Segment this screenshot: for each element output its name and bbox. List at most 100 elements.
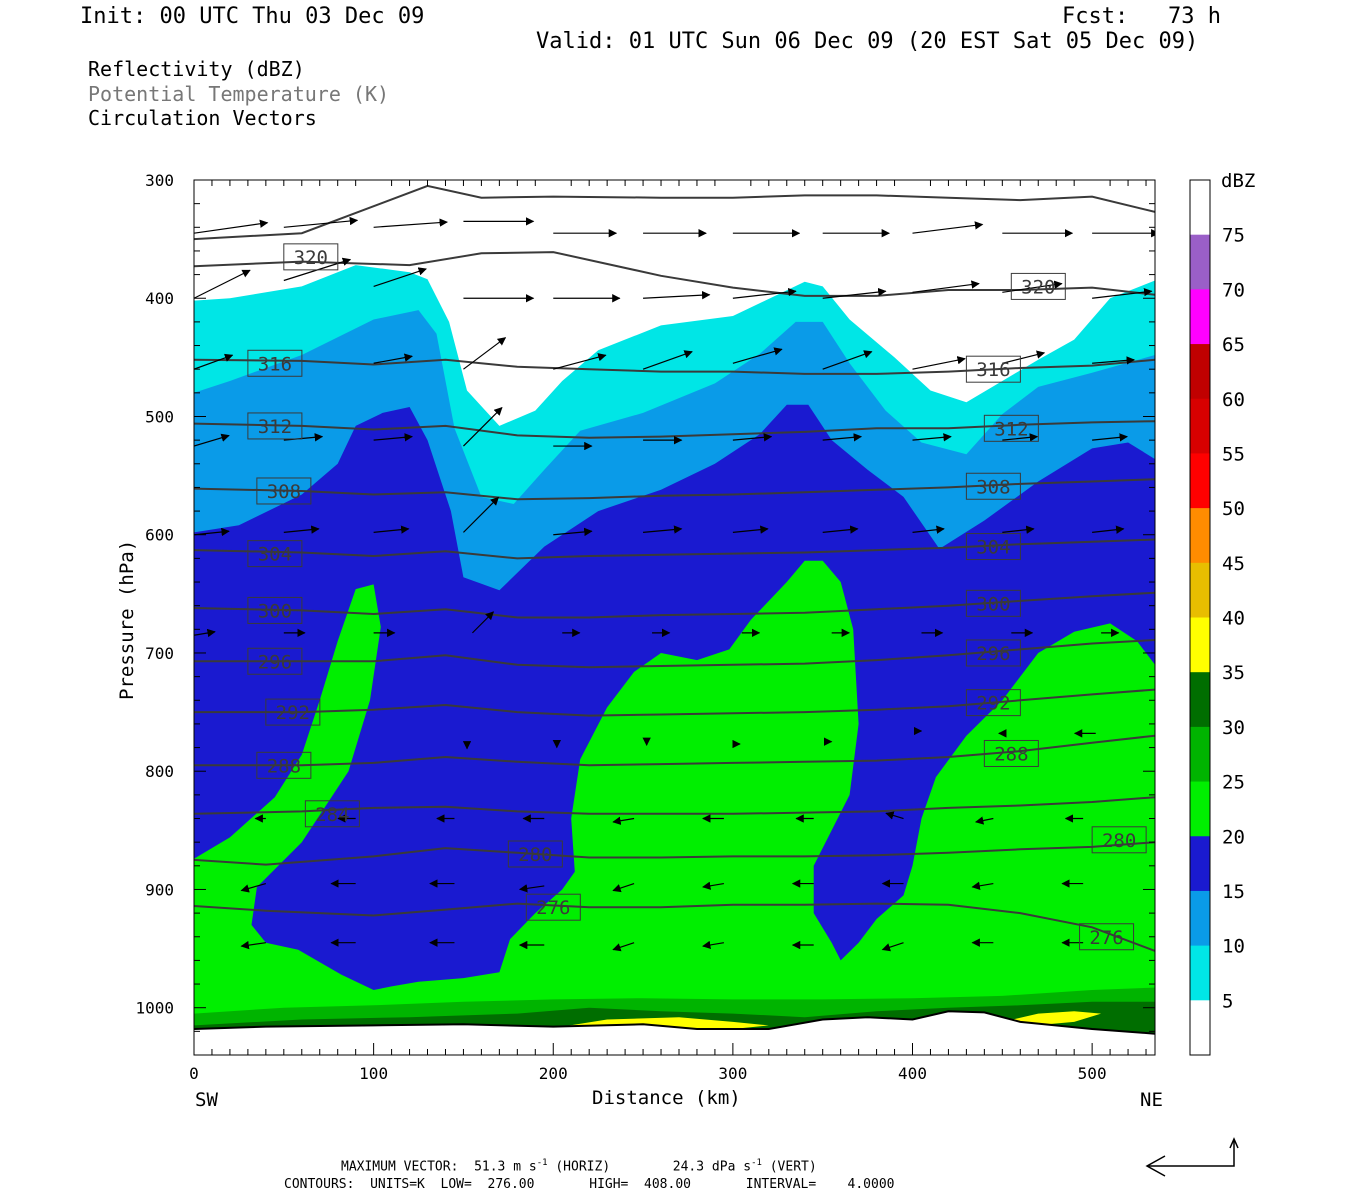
circulation-vector: [1002, 280, 1063, 293]
theta-label-box: [965, 639, 1021, 667]
theta-label-288: 288: [983, 739, 1039, 767]
circulation-vector: [822, 525, 859, 534]
theta-label-308: 308: [256, 477, 312, 505]
contours-info: CONTOURS: UNITS=K LOW= 276.00 HIGH= 408.…: [284, 1177, 895, 1192]
colorbar-swatch: [1190, 180, 1210, 236]
legend-potential-temperature: Potential Temperature (K): [88, 82, 390, 106]
theta-label-316: 316: [965, 355, 1021, 383]
colorbar-label: 70: [1222, 279, 1245, 301]
theta-line-304: [194, 538, 1155, 560]
terrain-surface-line: [194, 1010, 1155, 1035]
colorbar-unit-label: dBZ: [1221, 170, 1256, 192]
circulation-vector: [822, 433, 863, 442]
theta-label-296: 296: [965, 639, 1021, 667]
theta-label-292: 292: [265, 698, 321, 726]
theta-line-296: [194, 639, 1155, 669]
theta-label-text: 320: [1021, 276, 1055, 298]
theta-label-text: 292: [976, 693, 1010, 715]
theta-label-box: [265, 698, 321, 726]
colorbar: 75 70 65 60 55 50 45 40 35 30 25 20 15 10 5: [1189, 179, 1245, 1056]
colorbar-swatch: [1190, 945, 1210, 1001]
circulation-vector: [194, 219, 269, 234]
theta-label-box: [247, 349, 303, 377]
theta-label-text: 280: [1102, 830, 1136, 852]
colorbar-label: 60: [1222, 389, 1245, 411]
terrain-layer: [194, 1010, 1155, 1055]
theta-label-text: 316: [258, 353, 292, 375]
circulation-vector: [553, 353, 607, 370]
horiz-exponent: -1: [536, 1158, 548, 1168]
theta-label-320: 320: [1010, 272, 1066, 300]
x-tick-label: 400: [898, 1064, 927, 1083]
circulation-vector: [194, 353, 234, 370]
max-vector-horiz-label: (HORIZ): [555, 1159, 611, 1175]
circulation-vector: [702, 881, 724, 890]
forecast-hour: Fcst: 73 h: [1062, 4, 1221, 29]
theta-label-300: 300: [247, 596, 303, 624]
circulation-vector: [971, 881, 994, 890]
theta-label-280: 280: [507, 840, 563, 868]
y-tick-label: 900: [145, 880, 174, 899]
theta-label-288: 288: [256, 751, 312, 779]
circulation-vector: [463, 337, 507, 370]
circulation-vector: [912, 280, 980, 293]
circulation-vector: [1092, 356, 1135, 365]
colorbar-swatch: [1190, 781, 1210, 837]
circulation-vector: [732, 525, 769, 534]
theta-label-box: [1079, 923, 1135, 951]
terrain-fill: [194, 1011, 1155, 1055]
theta-label-box: [247, 647, 303, 675]
theta-label-text: 304: [976, 537, 1010, 559]
contour-labels: 320 320 316 316 312 312 308 308 304 304 300 300 296 2…: [247, 243, 1147, 951]
theta-label-304: 304: [247, 540, 303, 568]
theta-label-284: 284: [304, 800, 360, 828]
theta-label-text: 308: [267, 481, 301, 503]
theta-label-box: [965, 472, 1021, 500]
circulation-vector: [822, 350, 873, 370]
x-tick-label: 0: [189, 1064, 199, 1083]
y-tick-label: 600: [145, 526, 174, 545]
theta-label-box: [247, 596, 303, 624]
circulation-vector: [912, 525, 945, 534]
y-tick-label: 400: [145, 289, 174, 308]
legend-reflectivity: Reflectivity (dBZ): [88, 57, 305, 81]
x-tick-label: 200: [539, 1064, 568, 1083]
x-axis-ticks: 0 100 200 300 400 500: [189, 180, 1147, 1083]
theta-label-296: 296: [247, 647, 303, 675]
y-axis-title: Pressure (hPa): [116, 539, 138, 700]
theta-label-276: 276: [1079, 923, 1135, 951]
circulation-vector: [463, 496, 500, 533]
theta-label-text: 312: [994, 418, 1028, 440]
theta-label-text: 288: [267, 755, 301, 777]
theta-label-box: [256, 751, 312, 779]
theta-line-300: [194, 591, 1155, 619]
theta-label-text: 304: [258, 544, 292, 566]
reflectivity-region-20dbz: [194, 560, 1155, 1055]
theta-label-308: 308: [965, 472, 1021, 500]
circulation-vector: [642, 350, 693, 370]
vert-exponent: -1: [751, 1158, 762, 1168]
circulation-vector: [373, 353, 413, 364]
theta-line-308: [194, 478, 1155, 501]
circulation-vector: [643, 525, 683, 534]
colorbar-label: 50: [1222, 498, 1245, 520]
theta-label-box: [304, 800, 360, 828]
circulation-vector: [612, 942, 635, 952]
valid-time: Valid: 01 UTC Sun 06 Dec 09 (20 EST Sat …: [536, 29, 1199, 54]
theta-label-box: [283, 243, 339, 271]
circulation-vector: [822, 287, 887, 299]
circulation-vector: [1002, 433, 1039, 442]
circulation-vector: [975, 816, 994, 825]
colorbar-label: 45: [1222, 553, 1245, 575]
colorbar-swatch: [1190, 562, 1210, 618]
circulation-vector: [732, 287, 797, 299]
colorbar-label: 5: [1222, 990, 1233, 1012]
theta-line-292: [194, 688, 1155, 717]
theta-line-316: [194, 358, 1155, 375]
theta-label-text: 300: [258, 600, 292, 622]
colorbar-label: 15: [1222, 881, 1245, 903]
theta-line-284: [194, 796, 1155, 815]
theta-label-box: [965, 689, 1021, 717]
circulation-vector: [1092, 433, 1128, 442]
